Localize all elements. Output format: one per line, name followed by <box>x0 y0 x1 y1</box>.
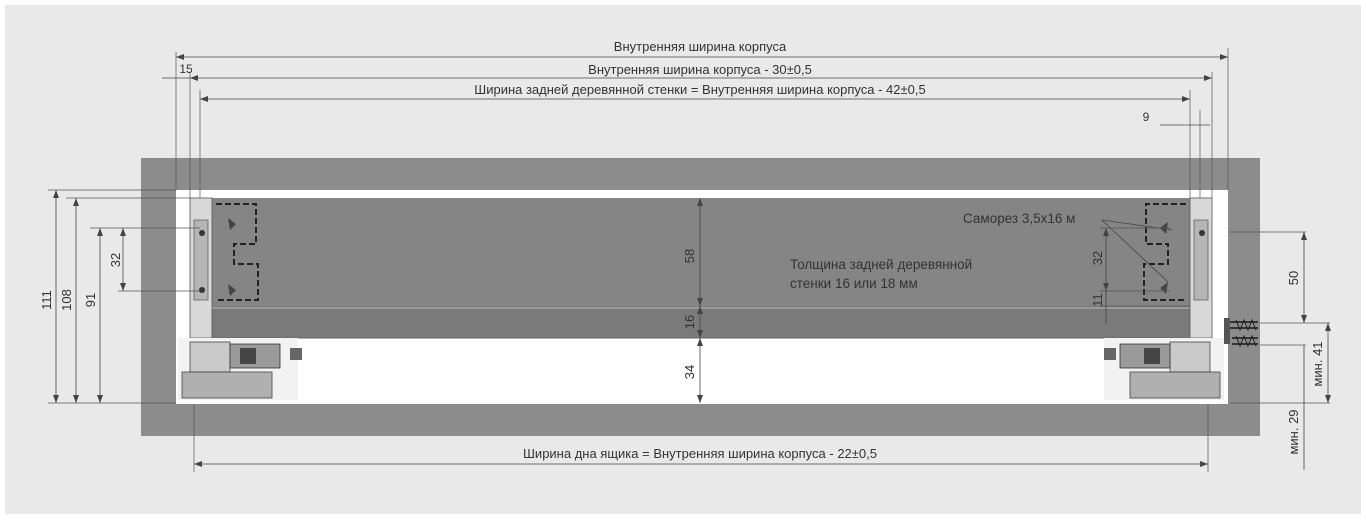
dim-center-58-label: 58 <box>682 249 697 263</box>
dim-back-panel-width <box>200 96 1190 102</box>
dim-left-offset-label: 15 <box>179 62 193 76</box>
dim-inner-width-minus-30 <box>190 75 1212 81</box>
left-runner-mechanism <box>178 338 302 400</box>
dim-left-32-label: 32 <box>108 253 123 267</box>
dim-left-32 <box>120 228 126 291</box>
right-runner-mechanism <box>1104 338 1224 400</box>
dim-right-offset-label: 9 <box>1143 110 1150 124</box>
back-thickness-line2: стенки 16 или 18 мм <box>790 276 918 291</box>
dim-right-50-label: 50 <box>1286 271 1301 285</box>
dim-height-91 <box>97 228 103 403</box>
dim-right-11-label: 11 <box>1090 293 1105 307</box>
dim-center-16-label: 16 <box>682 315 697 329</box>
dim-right-32-label: 32 <box>1090 251 1105 265</box>
extension-lines-left <box>48 189 200 404</box>
dim-right-32 <box>1103 228 1109 291</box>
dim-inner-width-minus-30-label: Внутренняя ширина корпуса - 30±0,5 <box>588 62 812 77</box>
dim-bottom-width <box>193 404 1209 472</box>
screw-icon <box>1224 318 1258 348</box>
right-drawer-side <box>1143 197 1213 339</box>
dim-height-108 <box>73 198 79 403</box>
dim-height-111-label: 111 <box>39 290 54 310</box>
dim-center-34-label: 34 <box>682 365 697 379</box>
dim-height-111 <box>53 190 59 403</box>
drawer-back-panel <box>190 198 1212 308</box>
dim-bottom-width-label: Ширина дна ящика = Внутренняя ширина кор… <box>523 446 877 461</box>
dim-min-41-label: мин. 41 <box>1310 341 1325 386</box>
dim-back-panel-width-label: Ширина задней деревянной стенки = Внутре… <box>474 82 925 97</box>
extension-lines-top <box>175 48 1229 198</box>
dim-center <box>697 198 703 403</box>
dim-height-108-label: 108 <box>59 289 74 311</box>
left-drawer-side <box>189 197 259 339</box>
dim-inner-width <box>176 54 1228 60</box>
back-thickness-line1: Толщина задней деревянной <box>790 257 972 272</box>
dim-height-91-label: 91 <box>83 293 98 307</box>
dim-inner-width-label: Внутренняя ширина корпуса <box>614 39 787 54</box>
dim-right-50 <box>1301 232 1307 323</box>
screw-label: Саморез 3,5x16 м <box>963 211 1075 226</box>
extension-lines-right <box>1100 227 1330 404</box>
dim-min-41 <box>1325 323 1331 403</box>
dim-min-29-label: мин. 29 <box>1286 409 1301 454</box>
